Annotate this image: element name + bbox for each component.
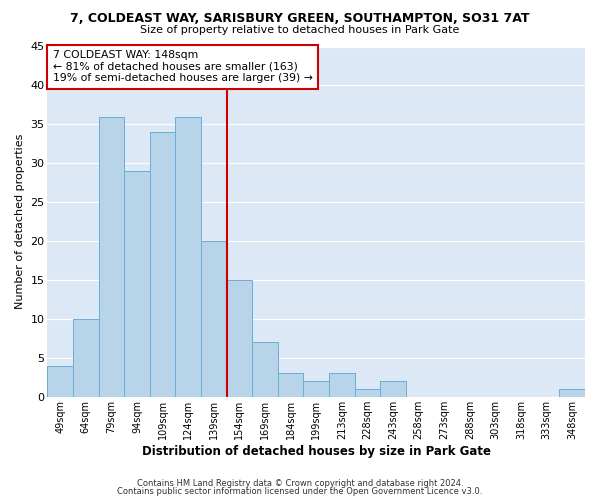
Bar: [329, 374, 355, 397]
Text: 7, COLDEAST WAY, SARISBURY GREEN, SOUTHAMPTON, SO31 7AT: 7, COLDEAST WAY, SARISBURY GREEN, SOUTHA…: [70, 12, 530, 26]
Text: 7 COLDEAST WAY: 148sqm
← 81% of detached houses are smaller (163)
19% of semi-de: 7 COLDEAST WAY: 148sqm ← 81% of detached…: [53, 50, 313, 83]
Bar: [201, 241, 227, 397]
Bar: [150, 132, 175, 397]
X-axis label: Distribution of detached houses by size in Park Gate: Distribution of detached houses by size …: [142, 444, 491, 458]
Text: Size of property relative to detached houses in Park Gate: Size of property relative to detached ho…: [140, 25, 460, 35]
Bar: [47, 366, 73, 397]
Text: Contains HM Land Registry data © Crown copyright and database right 2024.: Contains HM Land Registry data © Crown c…: [137, 478, 463, 488]
Bar: [252, 342, 278, 397]
Bar: [124, 171, 150, 397]
Bar: [559, 389, 585, 397]
Bar: [278, 374, 304, 397]
Bar: [175, 116, 201, 397]
Bar: [227, 280, 252, 397]
Bar: [98, 116, 124, 397]
Bar: [380, 381, 406, 397]
Y-axis label: Number of detached properties: Number of detached properties: [15, 134, 25, 310]
Text: Contains public sector information licensed under the Open Government Licence v3: Contains public sector information licen…: [118, 487, 482, 496]
Bar: [304, 381, 329, 397]
Bar: [73, 319, 98, 397]
Bar: [355, 389, 380, 397]
